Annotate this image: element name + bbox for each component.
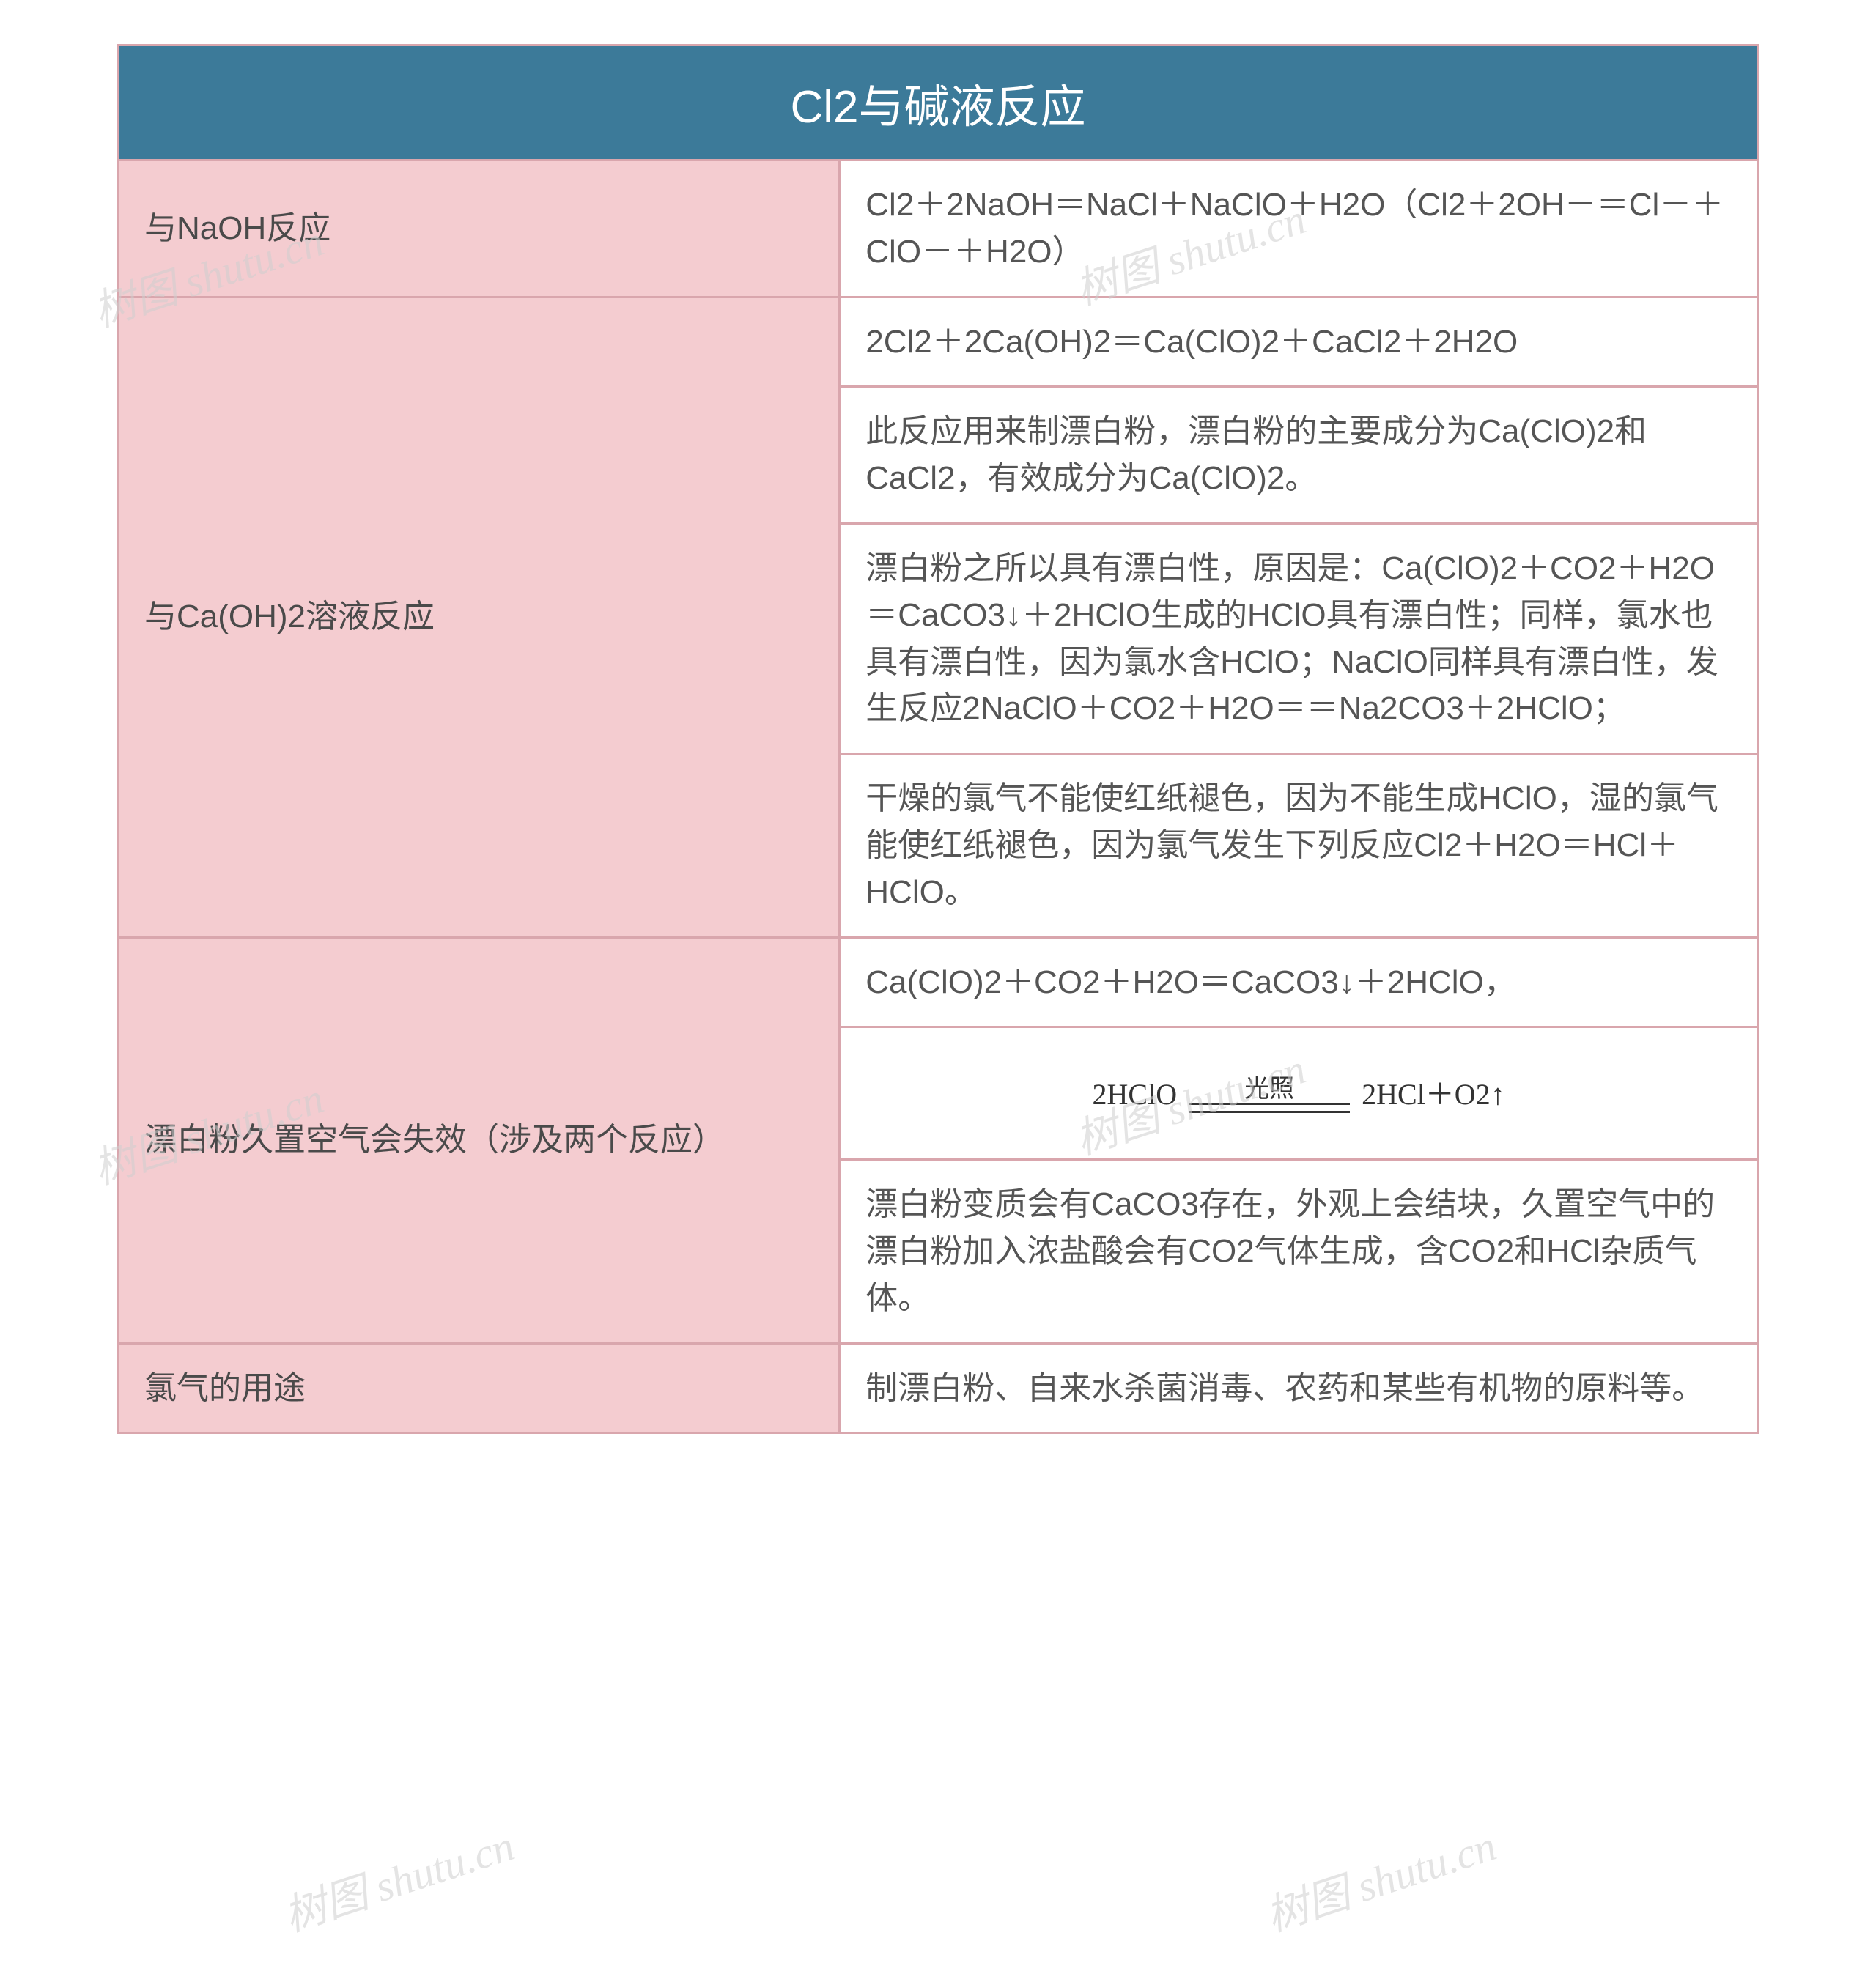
table-row: 与Ca(OH)2溶液反应 2Cl2＋2Ca(OH)2＝Ca(ClO)2＋CaCl… — [119, 297, 1758, 387]
row-content: 2Cl2＋2Ca(OH)2＝Ca(ClO)2＋CaCl2＋2H2O — [840, 297, 1758, 387]
row-label-naoh: 与NaOH反应 — [119, 160, 840, 297]
eq-double-line-icon — [1189, 1103, 1350, 1113]
eq-condition-text: 光照 — [1189, 1076, 1350, 1103]
equation-box: 2HClO 光照 2HCl＋O2↑ — [865, 1049, 1732, 1138]
eq-left: 2HClO — [1093, 1073, 1178, 1116]
row-content: 干燥的氯气不能使红纸褪色，因为不能生成HClO，湿的氯气能使红纸褪色，因为氯气发… — [840, 754, 1758, 937]
row-content: 漂白粉变质会有CaCO3存在，外观上会结块，久置空气中的漂白粉加入浓盐酸会有CO… — [840, 1160, 1758, 1343]
row-content: Ca(ClO)2＋CO2＋H2O＝CaCO3↓＋2HClO， — [840, 937, 1758, 1027]
page: Cl2与碱液反应 与NaOH反应 Cl2＋2NaOH＝NaCl＋NaClO＋H2… — [0, 0, 1876, 1982]
watermark-text: 树图 shutu.cn — [275, 1811, 520, 1943]
row-content: 制漂白粉、自来水杀菌消毒、农药和某些有机物的原料等。 — [840, 1343, 1758, 1433]
row-equation: 2HClO 光照 2HCl＋O2↑ — [840, 1027, 1758, 1160]
table-row: 漂白粉久置空气会失效（涉及两个反应） Ca(ClO)2＋CO2＋H2O＝CaCO… — [119, 937, 1758, 1027]
reaction-table: Cl2与碱液反应 与NaOH反应 Cl2＋2NaOH＝NaCl＋NaClO＋H2… — [117, 44, 1759, 1434]
row-label-bleach: 漂白粉久置空气会失效（涉及两个反应） — [119, 937, 840, 1343]
row-content: Cl2＋2NaOH＝NaCl＋NaClO＋H2O（Cl2＋2OH－＝Cl－＋Cl… — [840, 160, 1758, 297]
row-label-caoh2: 与Ca(OH)2溶液反应 — [119, 297, 840, 937]
table-row: 氯气的用途 制漂白粉、自来水杀菌消毒、农药和某些有机物的原料等。 — [119, 1343, 1758, 1433]
eq-right: 2HCl＋O2↑ — [1362, 1073, 1505, 1116]
row-content: 此反应用来制漂白粉，漂白粉的主要成分为Ca(ClO)2和CaCl2，有效成分为C… — [840, 387, 1758, 524]
row-label-uses: 氯气的用途 — [119, 1343, 840, 1433]
watermark-text: 树图 shutu.cn — [1257, 1811, 1502, 1943]
table-title: Cl2与碱液反应 — [119, 45, 1758, 160]
eq-condition: 光照 — [1189, 1076, 1350, 1113]
table-row: 与NaOH反应 Cl2＋2NaOH＝NaCl＋NaClO＋H2O（Cl2＋2OH… — [119, 160, 1758, 297]
row-content: 漂白粉之所以具有漂白性，原因是：Ca(ClO)2＋CO2＋H2O＝CaCO3↓＋… — [840, 523, 1758, 753]
